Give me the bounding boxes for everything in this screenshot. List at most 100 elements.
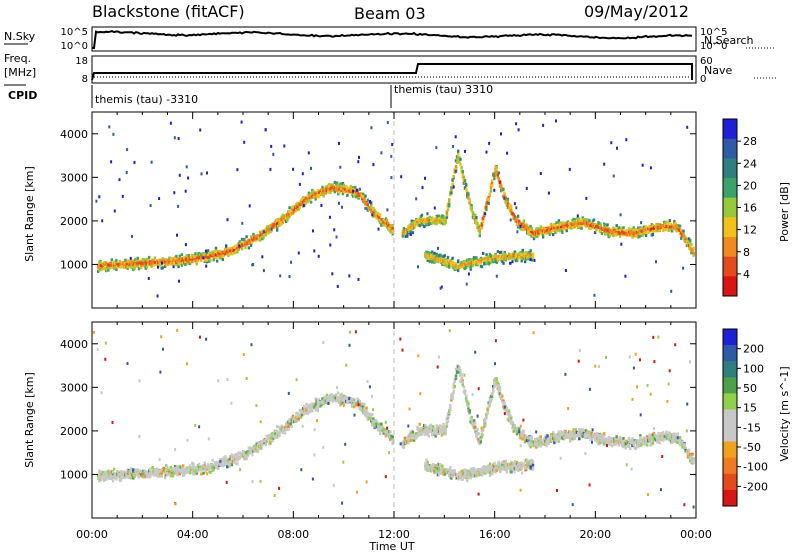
echo-cell [215,464,219,468]
echo-cell [496,381,499,385]
echo-cell [460,263,463,267]
echo-cell [276,429,279,433]
echo-cell [329,395,332,398]
echo-cell [558,228,562,232]
echo-cell [574,432,578,436]
echo-cell [194,466,197,470]
echo-cell [125,474,128,478]
colorbar-swatch [723,138,737,159]
echo-cell [472,419,476,423]
echo-cell [490,394,494,398]
echo-cell [477,226,480,229]
echo-cell [569,439,572,443]
echo-cell [348,189,351,193]
noise-cell [386,121,389,125]
noise-cell [390,154,393,158]
echo-cell [411,231,415,235]
echo-cell [257,447,261,451]
echo-cell [196,259,200,263]
echo-cell [470,205,473,209]
echo-cell [287,216,290,220]
echo-cell [475,216,478,219]
noise-cell [178,279,180,283]
echo-cell [232,454,236,458]
echo-cell [497,171,501,175]
echo-cell [500,250,503,254]
echo-cell [543,437,546,441]
echo-cell [346,193,349,197]
echo-cell [339,182,342,186]
echo-cell [129,476,133,480]
echo-cell [418,429,421,433]
echo-cell [529,249,532,253]
noise-cell [377,227,380,231]
echo-cell [402,445,406,449]
echo-cell [481,433,485,437]
echo-cell [372,417,375,421]
echo-cell [557,223,561,227]
echo-cell [537,233,540,237]
echo-cell [298,206,301,209]
noise-cell [184,243,187,247]
power-colorbar-label: Power [dB] [778,182,791,242]
echo-cell [468,258,471,262]
echo-cell [478,442,481,446]
echo-cell [215,460,219,464]
echo-cell [180,253,184,257]
echo-cell [552,233,555,237]
echo-cell [467,196,470,200]
echo-cell [452,390,455,394]
echo-cell [471,263,475,267]
echo-cell [333,190,337,194]
noise-cell [348,274,351,278]
colorbar-swatch [723,178,737,199]
echo-cell [556,228,559,232]
echo-cell [495,172,498,176]
echo-cell [533,438,537,441]
noise-cell [338,201,340,205]
colorbar-swatch [723,119,737,140]
echo-cell [451,256,454,260]
echo-cell [222,463,226,467]
echo-cell [99,261,102,264]
echo-cell [228,464,231,468]
echo-cell [455,371,459,375]
echo-cell [513,254,517,258]
echo-cell [467,404,470,408]
noise-cell [270,144,273,148]
echo-cell [537,444,540,448]
echo-cell [547,442,550,445]
echo-cell [472,257,476,261]
echo-cell [287,427,290,431]
echo-cell [269,441,272,445]
noise-cell [150,160,153,164]
echo-cell [484,421,487,425]
echo-cell [176,473,179,477]
noise-cell [625,138,628,142]
echo-cell [481,216,485,220]
echo-cell [193,254,196,258]
echo-cell [316,404,320,408]
echo-cell [511,421,514,425]
echo-cell [177,469,180,473]
noise-cell [509,218,512,222]
echo-cell [391,441,394,445]
echo-cell [445,424,449,428]
colorbar-tick-label: 16 [743,202,757,215]
echo-cell [187,254,190,258]
echo-cell [507,412,511,416]
echo-cell [145,265,149,269]
echo-cell [480,223,484,227]
echo-cell [669,222,673,226]
echo-cell [311,409,314,413]
noise-cell [129,256,132,260]
echo-cell [403,436,407,440]
echo-cell [206,257,210,261]
echo-cell [522,429,525,433]
noise-cell [108,125,111,129]
echo-cell [98,264,101,268]
noise-cell [516,230,519,234]
echo-cell [320,403,323,407]
echo-cell [506,197,510,201]
